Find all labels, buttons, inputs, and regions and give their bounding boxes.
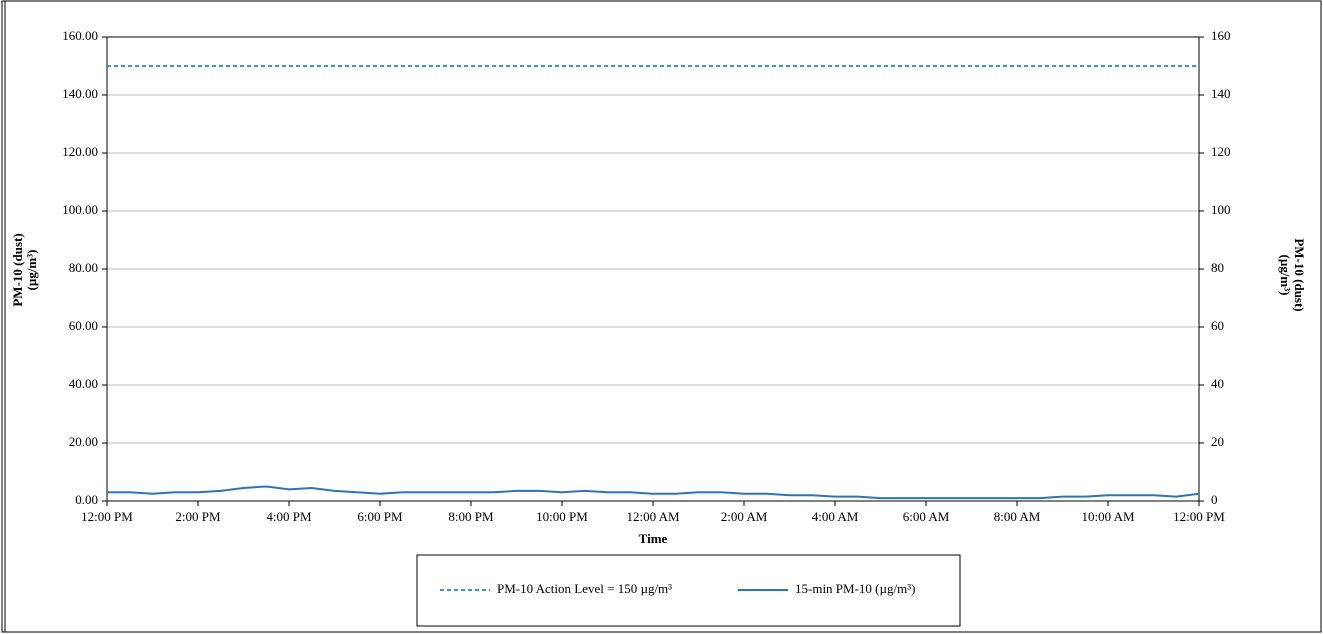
x-axis-label: Time: [639, 531, 668, 546]
x-tick-label: 2:00 AM: [721, 509, 768, 524]
x-tick-label: 12:00 PM: [1173, 509, 1225, 524]
y2-tick-label: 40: [1211, 376, 1224, 391]
y2-tick-label: 80: [1211, 260, 1224, 275]
x-tick-label: 2:00 PM: [175, 509, 221, 524]
y2-tick-label: 120: [1211, 144, 1231, 159]
x-tick-label: 6:00 PM: [357, 509, 403, 524]
x-tick-label: 10:00 PM: [536, 509, 588, 524]
y-tick-label: 80.00: [69, 260, 98, 275]
y-axis-label: PM-10 (dust): [10, 233, 25, 306]
plot-area: [106, 36, 1200, 502]
x-tick-label: 4:00 PM: [266, 509, 312, 524]
x-tick-label: 8:00 AM: [994, 509, 1041, 524]
y-tick-label: 100.00: [62, 202, 98, 217]
x-tick-label: 12:00 AM: [626, 509, 680, 524]
y-tick-label: 20.00: [69, 434, 98, 449]
data-line: [107, 485, 1200, 500]
y-tick-label: 120.00: [62, 144, 98, 159]
y2-tick-label: 60: [1211, 318, 1224, 333]
y-tick-label: 140.00: [62, 86, 98, 101]
y-tick-label: 40.00: [69, 376, 98, 391]
y2-tick-label: 140: [1211, 86, 1231, 101]
y-tick-label: 60.00: [69, 318, 98, 333]
y2-axis-label: PM-10 (dust): [1292, 238, 1307, 311]
y-axis-label: (µg/m³): [24, 250, 39, 291]
y-tick-label: 160.00: [62, 28, 98, 43]
x-tick-label: 6:00 AM: [903, 509, 950, 524]
legend-label: 15-min PM-10 (µg/m³): [795, 581, 915, 596]
y2-axis-label: (µg/m³): [1278, 255, 1293, 296]
y2-tick-label: 100: [1211, 202, 1231, 217]
legend-label: PM-10 Action Level = 150 µg/m³: [497, 581, 672, 596]
x-tick-label: 12:00 PM: [81, 509, 133, 524]
y2-tick-label: 20: [1211, 434, 1224, 449]
x-tick-label: 8:00 PM: [448, 509, 494, 524]
y2-tick-label: 160: [1211, 28, 1231, 43]
y-tick-label: 0.00: [75, 492, 98, 507]
x-tick-label: 4:00 AM: [812, 509, 859, 524]
y2-tick-label: 0: [1211, 492, 1218, 507]
x-tick-label: 10:00 AM: [1081, 509, 1135, 524]
legend-box: [416, 554, 961, 627]
